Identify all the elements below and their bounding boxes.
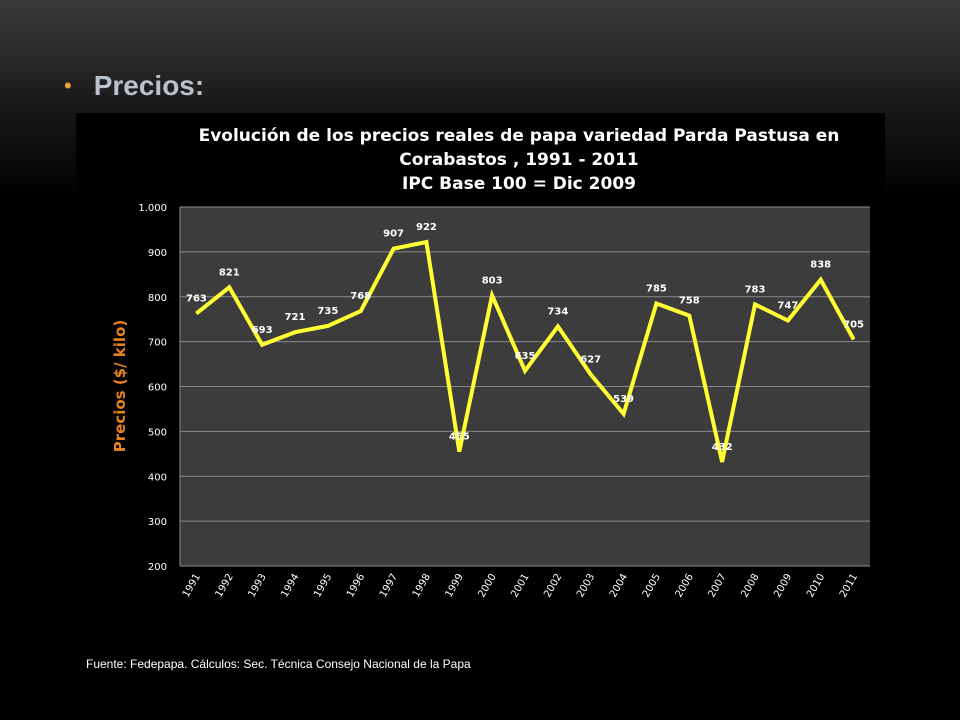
data-point	[655, 302, 657, 304]
data-point	[820, 279, 822, 281]
x-tick-label: 1995	[312, 572, 334, 600]
data-label: 705	[843, 319, 864, 330]
data-point	[721, 461, 723, 463]
data-point	[261, 344, 263, 346]
data-point	[754, 303, 756, 305]
x-tick-label: 1999	[444, 572, 466, 600]
data-label: 922	[416, 222, 437, 233]
x-tick-label: 2003	[575, 572, 597, 600]
y-axis-ticks: 200 300 400 500 600 700 800 900 1.000	[138, 203, 167, 573]
data-label: 763	[186, 293, 207, 304]
data-label: 635	[515, 351, 536, 362]
y-tick-label: 200	[148, 562, 167, 573]
data-point	[425, 241, 427, 243]
y-tick-label: 800	[148, 293, 167, 304]
bullet-icon: •	[64, 73, 72, 98]
data-point	[458, 451, 460, 453]
data-point	[195, 312, 197, 314]
data-point	[294, 331, 296, 333]
data-point	[590, 373, 592, 375]
x-tick-label: 2008	[739, 572, 761, 600]
x-tick-label: 1991	[181, 572, 203, 600]
x-tick-label: 2010	[805, 572, 827, 600]
y-tick-label: 600	[148, 383, 167, 394]
data-label: 768	[350, 291, 371, 302]
x-tick-label: 1996	[345, 572, 367, 600]
x-tick-label: 1994	[279, 572, 301, 600]
x-tick-label: 2011	[838, 572, 860, 600]
data-label: 785	[646, 283, 667, 294]
data-point	[360, 310, 362, 312]
data-point	[787, 320, 789, 322]
gridlines	[179, 206, 870, 567]
data-label: 735	[317, 306, 338, 317]
data-label: 627	[580, 354, 601, 365]
data-label: 432	[712, 442, 733, 453]
data-label: 907	[383, 229, 404, 240]
data-point	[327, 325, 329, 327]
slide-heading: Precios:	[93, 70, 205, 101]
x-tick-label: 1993	[246, 572, 268, 600]
data-label: 747	[777, 301, 798, 312]
chart-title-line: IPC Base 100 = Dic 2009	[402, 174, 636, 194]
x-tick-label: 2005	[641, 572, 663, 600]
x-tick-label: 2007	[706, 572, 728, 600]
y-axis-label: Precios ($/ kilo)	[111, 320, 129, 452]
y-tick-label: 500	[148, 427, 167, 438]
series-line	[195, 239, 856, 463]
data-point	[524, 370, 526, 372]
data-point	[623, 413, 625, 415]
data-point	[853, 338, 855, 340]
data-label: 693	[252, 325, 273, 336]
chart-title-line: Evolución de los precios reales de papa …	[199, 126, 840, 146]
data-point	[688, 315, 690, 317]
data-label: 758	[679, 296, 700, 307]
data-label: 721	[285, 312, 306, 323]
data-label: 783	[745, 284, 766, 295]
y-tick-label: 1.000	[138, 203, 167, 214]
chart-container: Evolución de los precios reales de papa …	[76, 113, 885, 623]
data-point	[393, 248, 395, 250]
y-tick-label: 400	[148, 472, 167, 483]
data-point	[557, 325, 559, 327]
y-tick-label: 300	[148, 517, 167, 528]
x-tick-label: 2004	[608, 572, 630, 600]
x-tick-label: 1998	[411, 572, 433, 600]
data-label: 803	[482, 275, 503, 286]
data-label: 821	[219, 267, 240, 278]
x-tick-label: 2009	[772, 572, 794, 600]
data-label: 838	[810, 260, 831, 271]
x-tick-label: 2002	[542, 572, 564, 600]
data-label: 539	[613, 394, 634, 405]
chart-title-line: Corabastos , 1991 - 2011	[399, 150, 639, 170]
data-point	[491, 294, 493, 296]
x-axis-ticks: 1991 1992 1993 1994 1995 1996 1997 1998 1999 2000…	[181, 572, 860, 600]
y-tick-label: 900	[148, 248, 167, 259]
x-tick-label: 2006	[674, 572, 696, 600]
x-tick-label: 1992	[214, 572, 236, 600]
data-label: 734	[547, 306, 568, 317]
source-note: Fuente: Fedepapa. Cálculos: Sec. Técnica…	[86, 657, 471, 671]
y-tick-label: 700	[148, 338, 167, 349]
price-line-chart: Evolución de los precios reales de papa …	[111, 126, 870, 600]
data-point	[228, 286, 230, 288]
data-label: 455	[449, 432, 470, 443]
heading-row: • Precios:	[64, 70, 204, 102]
x-tick-label: 1997	[378, 572, 400, 600]
x-tick-label: 2001	[509, 572, 531, 600]
x-tick-label: 2000	[476, 572, 498, 600]
data-labels: 763 821 693 721 735 768 907 922 455 803 635 734 627 5…	[186, 222, 864, 453]
chart-title: Evolución de los precios reales de papa …	[199, 126, 840, 194]
